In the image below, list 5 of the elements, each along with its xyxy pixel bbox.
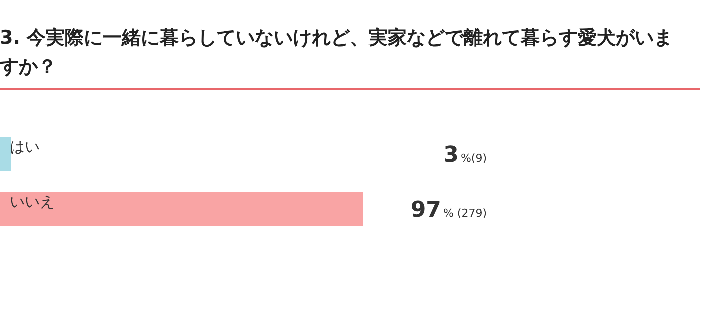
data-label: 97% (279): [410, 198, 487, 223]
chart-title: 3. 今実際に一緒に暮らしていないけれど、実家などで離れて暮らす愛犬がいますか？: [0, 24, 700, 90]
y-tick-label: いいえ: [10, 193, 55, 211]
y-tick-label: はい: [10, 138, 40, 156]
data-label: 3%(9): [444, 143, 487, 168]
